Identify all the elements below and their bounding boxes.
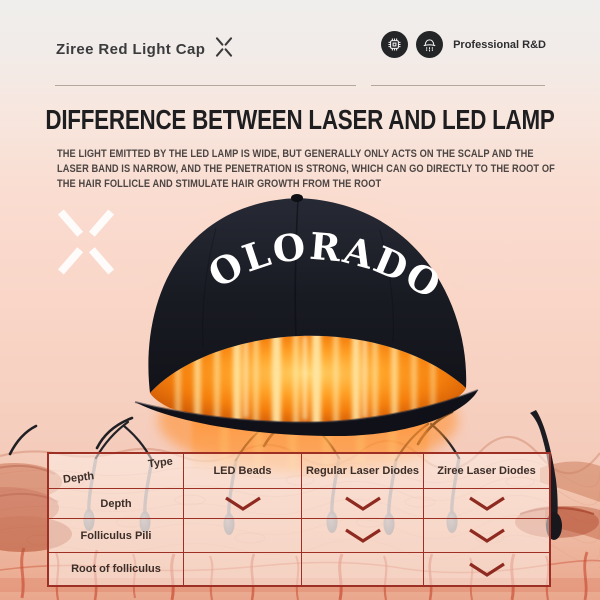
corner-cell: Type Depth: [49, 454, 184, 489]
red-light-cap: COLORADO: [120, 188, 479, 476]
check-cell: [424, 519, 549, 553]
brand-x-logo: [214, 36, 234, 62]
light-cap-icon: [416, 31, 444, 58]
page-title: DIFFERENCE BETWEEN LASER AND LED LAMP: [45, 104, 555, 135]
watermark-x-logo: [56, 208, 116, 281]
rd-badge: Professional R&D: [381, 31, 546, 58]
check-cell: [302, 519, 424, 553]
check-mark: [468, 496, 505, 511]
row-label-depth: Depth: [49, 489, 184, 519]
check-mark: [344, 528, 381, 543]
check-mark: [468, 562, 505, 577]
chip-icon: [381, 31, 409, 58]
check-cell: [302, 489, 424, 519]
brand-label: Ziree Red Light Cap: [56, 40, 206, 58]
check-cell: [424, 489, 549, 519]
corner-depth-label: Depth: [62, 470, 95, 486]
col-header-led-beads: LED Beads: [184, 454, 302, 489]
col-header-regular-laser: Regular Laser Diodes: [302, 454, 424, 489]
badge-label: Professional R&D: [453, 38, 546, 51]
check-cell: [184, 489, 302, 519]
comparison-table: Type Depth LED Beads Regular Laser Diode…: [47, 452, 551, 587]
check-cell: [184, 553, 302, 585]
check-mark: [468, 528, 505, 543]
led-glow: [150, 335, 466, 426]
check-cell: [424, 553, 549, 585]
col-header-ziree-laser: Ziree Laser Diodes: [424, 454, 549, 489]
cap-brim: [135, 390, 478, 437]
check-mark: [344, 496, 381, 511]
divider-right: [371, 85, 545, 86]
brand: Ziree Red Light Cap: [56, 36, 234, 62]
row-label-folliculus-pili: Folliculus Pili: [49, 519, 184, 553]
check-cell: [302, 553, 424, 585]
check-cell: [184, 519, 302, 553]
check-mark: [224, 496, 261, 511]
corner-type-label: Type: [147, 455, 174, 471]
row-label-root-of-folliculus: Root of folliculus: [49, 553, 184, 585]
divider-left: [55, 85, 356, 86]
